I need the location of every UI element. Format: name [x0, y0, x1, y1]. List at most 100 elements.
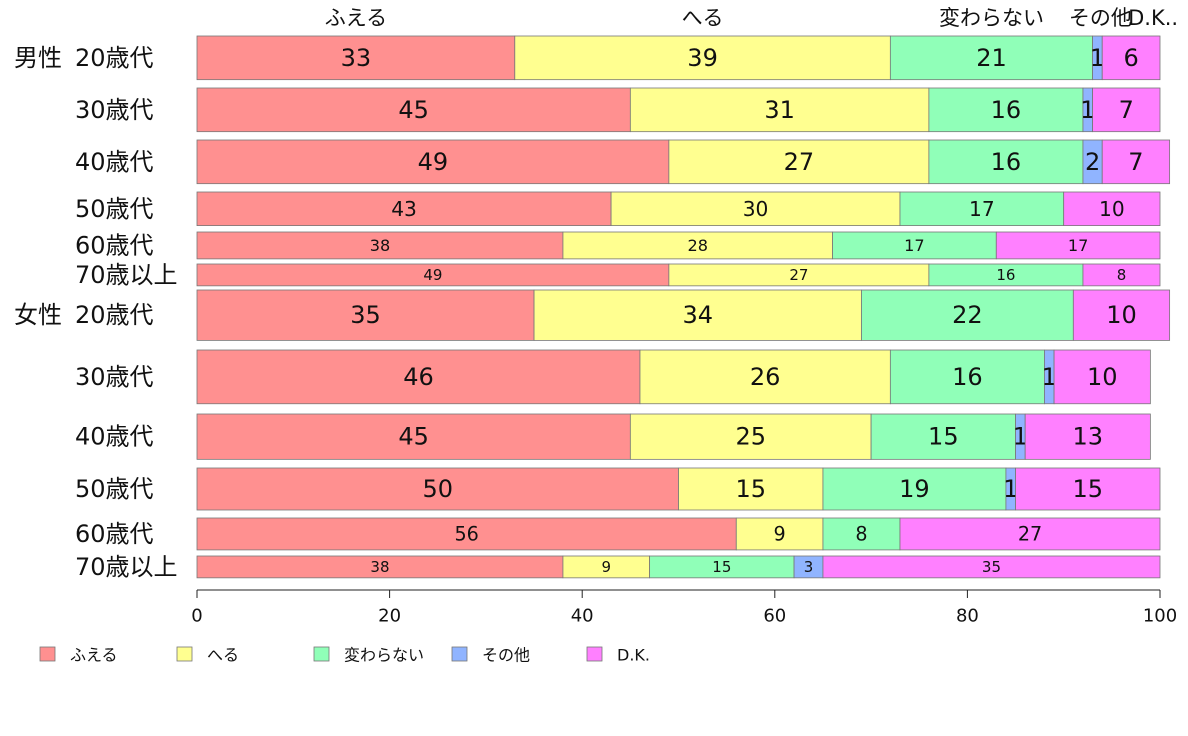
bar-segment-1-row-2	[196, 87, 631, 133]
group-label: 男性	[14, 44, 62, 72]
bar-segment-3-row-2	[928, 87, 1084, 133]
bar-segment-3-row-3	[928, 139, 1084, 185]
data-label: 2	[1085, 148, 1100, 176]
legend-swatch	[586, 646, 603, 662]
data-label: 49	[423, 266, 442, 284]
row-label: 70歳以上	[75, 553, 178, 581]
top-series-label: D.K..	[1128, 6, 1178, 30]
data-label: 21	[976, 44, 1007, 72]
data-label: 27	[789, 266, 808, 284]
legend-swatch	[313, 646, 330, 662]
row-label: 60歳代	[75, 231, 154, 259]
data-label: 9	[774, 522, 786, 545]
data-label: 45	[398, 423, 429, 451]
data-label: 39	[687, 44, 718, 72]
row-labels-group: 20歳代男性30歳代40歳代50歳代60歳代70歳以上20歳代女性30歳代40歳…	[14, 44, 178, 581]
bar-segment-3-row-11	[822, 517, 901, 551]
bar-segment-5-row-5	[995, 231, 1161, 260]
data-label: 31	[764, 96, 795, 124]
bar-segment-2-row-8	[639, 349, 891, 405]
legend-label: ふえる	[70, 646, 118, 665]
data-label: 9	[602, 558, 612, 576]
bar-segment-5-row-7	[1072, 289, 1171, 341]
bar-segment-2-row-9	[629, 413, 872, 460]
data-label: 49	[418, 148, 449, 176]
bar-segment-1-row-9	[196, 413, 631, 460]
bar-segment-3-row-1	[889, 35, 1093, 81]
data-label: 45	[398, 96, 429, 124]
bar-segment-3-row-10	[822, 467, 1007, 511]
bar-segment-5-row-11	[899, 517, 1161, 551]
bar-segment-2-row-10	[678, 467, 824, 511]
bar-segment-1-row-11	[196, 517, 737, 551]
data-label: 8	[1117, 266, 1127, 284]
data-label: 30	[743, 197, 769, 221]
bar-segment-3-row-7	[861, 289, 1074, 341]
x-tick-label: 80	[956, 606, 979, 627]
bar-segment-1-row-10	[196, 467, 679, 511]
bar-segment-5-row-12	[822, 555, 1161, 579]
top-series-label: へる	[682, 6, 724, 30]
data-label: 38	[370, 558, 389, 576]
bar-segment-5-row-3	[1101, 139, 1171, 185]
top-series-label: 変わらない	[939, 6, 1044, 30]
data-label: 10	[1106, 301, 1137, 329]
bar-segment-1-row-1	[196, 35, 516, 81]
bar-segment-1-row-4	[196, 191, 612, 226]
data-label: 46	[403, 363, 434, 391]
data-label: 1	[1013, 423, 1028, 451]
bar-segment-2-row-1	[514, 35, 891, 81]
legend-swatch	[39, 646, 56, 662]
bar-segment-5-row-2	[1092, 87, 1161, 133]
row-label: 40歳代	[75, 148, 154, 176]
data-label: 56	[454, 522, 478, 545]
data-label: 8	[855, 522, 867, 545]
x-axis: 0 20 40 60 80 100	[191, 589, 1177, 627]
data-label: 34	[682, 301, 713, 329]
data-label: 17	[969, 197, 995, 221]
data-label: 27	[784, 148, 815, 176]
data-label: 15	[1073, 475, 1104, 503]
data-label: 13	[1073, 423, 1104, 451]
row-label: 40歳代	[75, 423, 154, 451]
data-label: 15	[712, 558, 731, 576]
bar-segment-5-row-8	[1053, 349, 1151, 405]
data-label: 35	[982, 558, 1001, 576]
data-label: 17	[904, 236, 925, 255]
bar-segment-2-row-2	[629, 87, 930, 133]
data-label: 25	[735, 423, 766, 451]
bar-segment-2-row-11	[735, 517, 824, 551]
bar-segment-3-row-4	[899, 191, 1065, 226]
row-label: 20歳代	[75, 44, 154, 72]
data-label: 10	[1087, 363, 1118, 391]
data-label: 7	[1128, 148, 1143, 176]
data-label: 10	[1099, 197, 1125, 221]
data-label: 35	[350, 301, 381, 329]
data-label: 38	[370, 236, 391, 255]
bar-segment-2-row-3	[668, 139, 930, 185]
bar-segment-2-row-4	[610, 191, 901, 226]
x-tick-label: 40	[571, 606, 594, 627]
x-tick-label: 100	[1143, 606, 1177, 627]
bar-segment-5-row-1	[1101, 35, 1161, 81]
data-label: 17	[1068, 236, 1089, 255]
data-label: 16	[952, 363, 983, 391]
data-label: 1	[1003, 475, 1018, 503]
row-label: 50歳代	[75, 195, 154, 223]
data-label: 50	[422, 475, 453, 503]
data-label: 28	[688, 236, 709, 255]
group-label: 女性	[14, 301, 62, 329]
top-series-label: その他	[1069, 6, 1132, 30]
data-label: 16	[991, 96, 1022, 124]
row-label: 20歳代	[75, 301, 154, 329]
bar-segment-5-row-9	[1024, 413, 1151, 460]
row-label: 50歳代	[75, 475, 154, 503]
x-tick-label: 20	[378, 606, 401, 627]
legend-swatch	[176, 646, 193, 662]
data-label: 16	[996, 266, 1015, 284]
data-label: 3	[804, 558, 814, 576]
bar-segment-2-row-7	[533, 289, 862, 341]
legend-label: 変わらない	[344, 646, 424, 665]
